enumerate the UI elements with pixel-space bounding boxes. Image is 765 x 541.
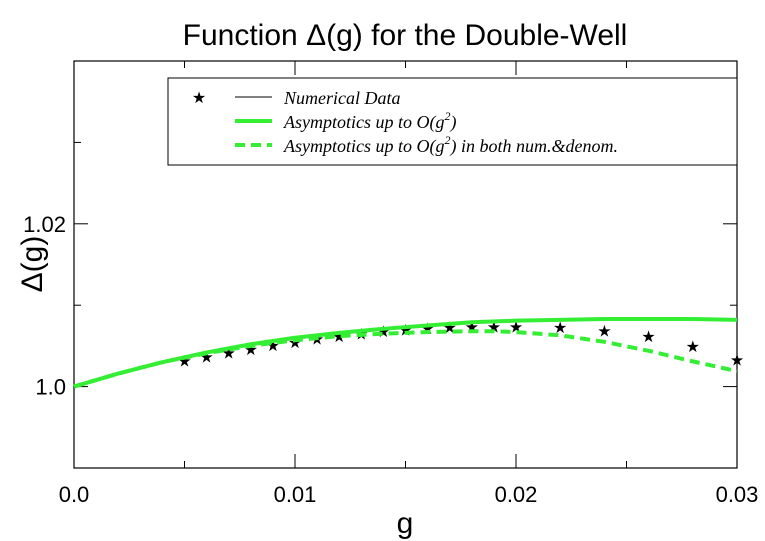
- data-point-star: ★: [730, 353, 744, 370]
- legend-label-solid: Asymptotics up to O(g2): [283, 109, 456, 133]
- x-tick-label: 0.0: [59, 482, 90, 507]
- x-axis-label: g: [397, 507, 414, 540]
- data-point-star: ★: [641, 329, 655, 346]
- legend-star-marker: ★: [192, 90, 206, 107]
- series-layer: ★ ★ ★ ★ ★ ★ ★ ★ ★ ★ ★ ★ ★ ★ ★ ★ ★ ★ ★★★: [73, 317, 744, 389]
- chart-title: Function Δ(g) for the Double-Well: [183, 19, 628, 52]
- x-tick-label: 0.03: [716, 482, 759, 507]
- y-axis-label: Δ(g): [16, 236, 49, 293]
- legend-label-dashed: Asymptotics up to O(g2) in both num.&den…: [283, 133, 618, 157]
- data-point-star: ★: [686, 339, 700, 356]
- data-point-star: ★: [597, 323, 611, 340]
- axis-tick-labels: 0.0 0.01 0.02 0.03 1.0 1.02: [23, 212, 758, 507]
- legend: ★ Numerical Data Asymptotics up to O(g2)…: [167, 77, 738, 166]
- y-tick-label: 1.0: [35, 375, 66, 400]
- series-line-dashed: [73, 329, 738, 389]
- series-line-solid: [73, 317, 738, 389]
- x-tick-label: 0.02: [495, 482, 538, 507]
- data-point-star: ★: [553, 320, 567, 337]
- y-tick-label: 1.02: [23, 212, 66, 237]
- x-tick-label: 0.01: [274, 482, 317, 507]
- legend-label-numerical: Numerical Data: [283, 88, 401, 108]
